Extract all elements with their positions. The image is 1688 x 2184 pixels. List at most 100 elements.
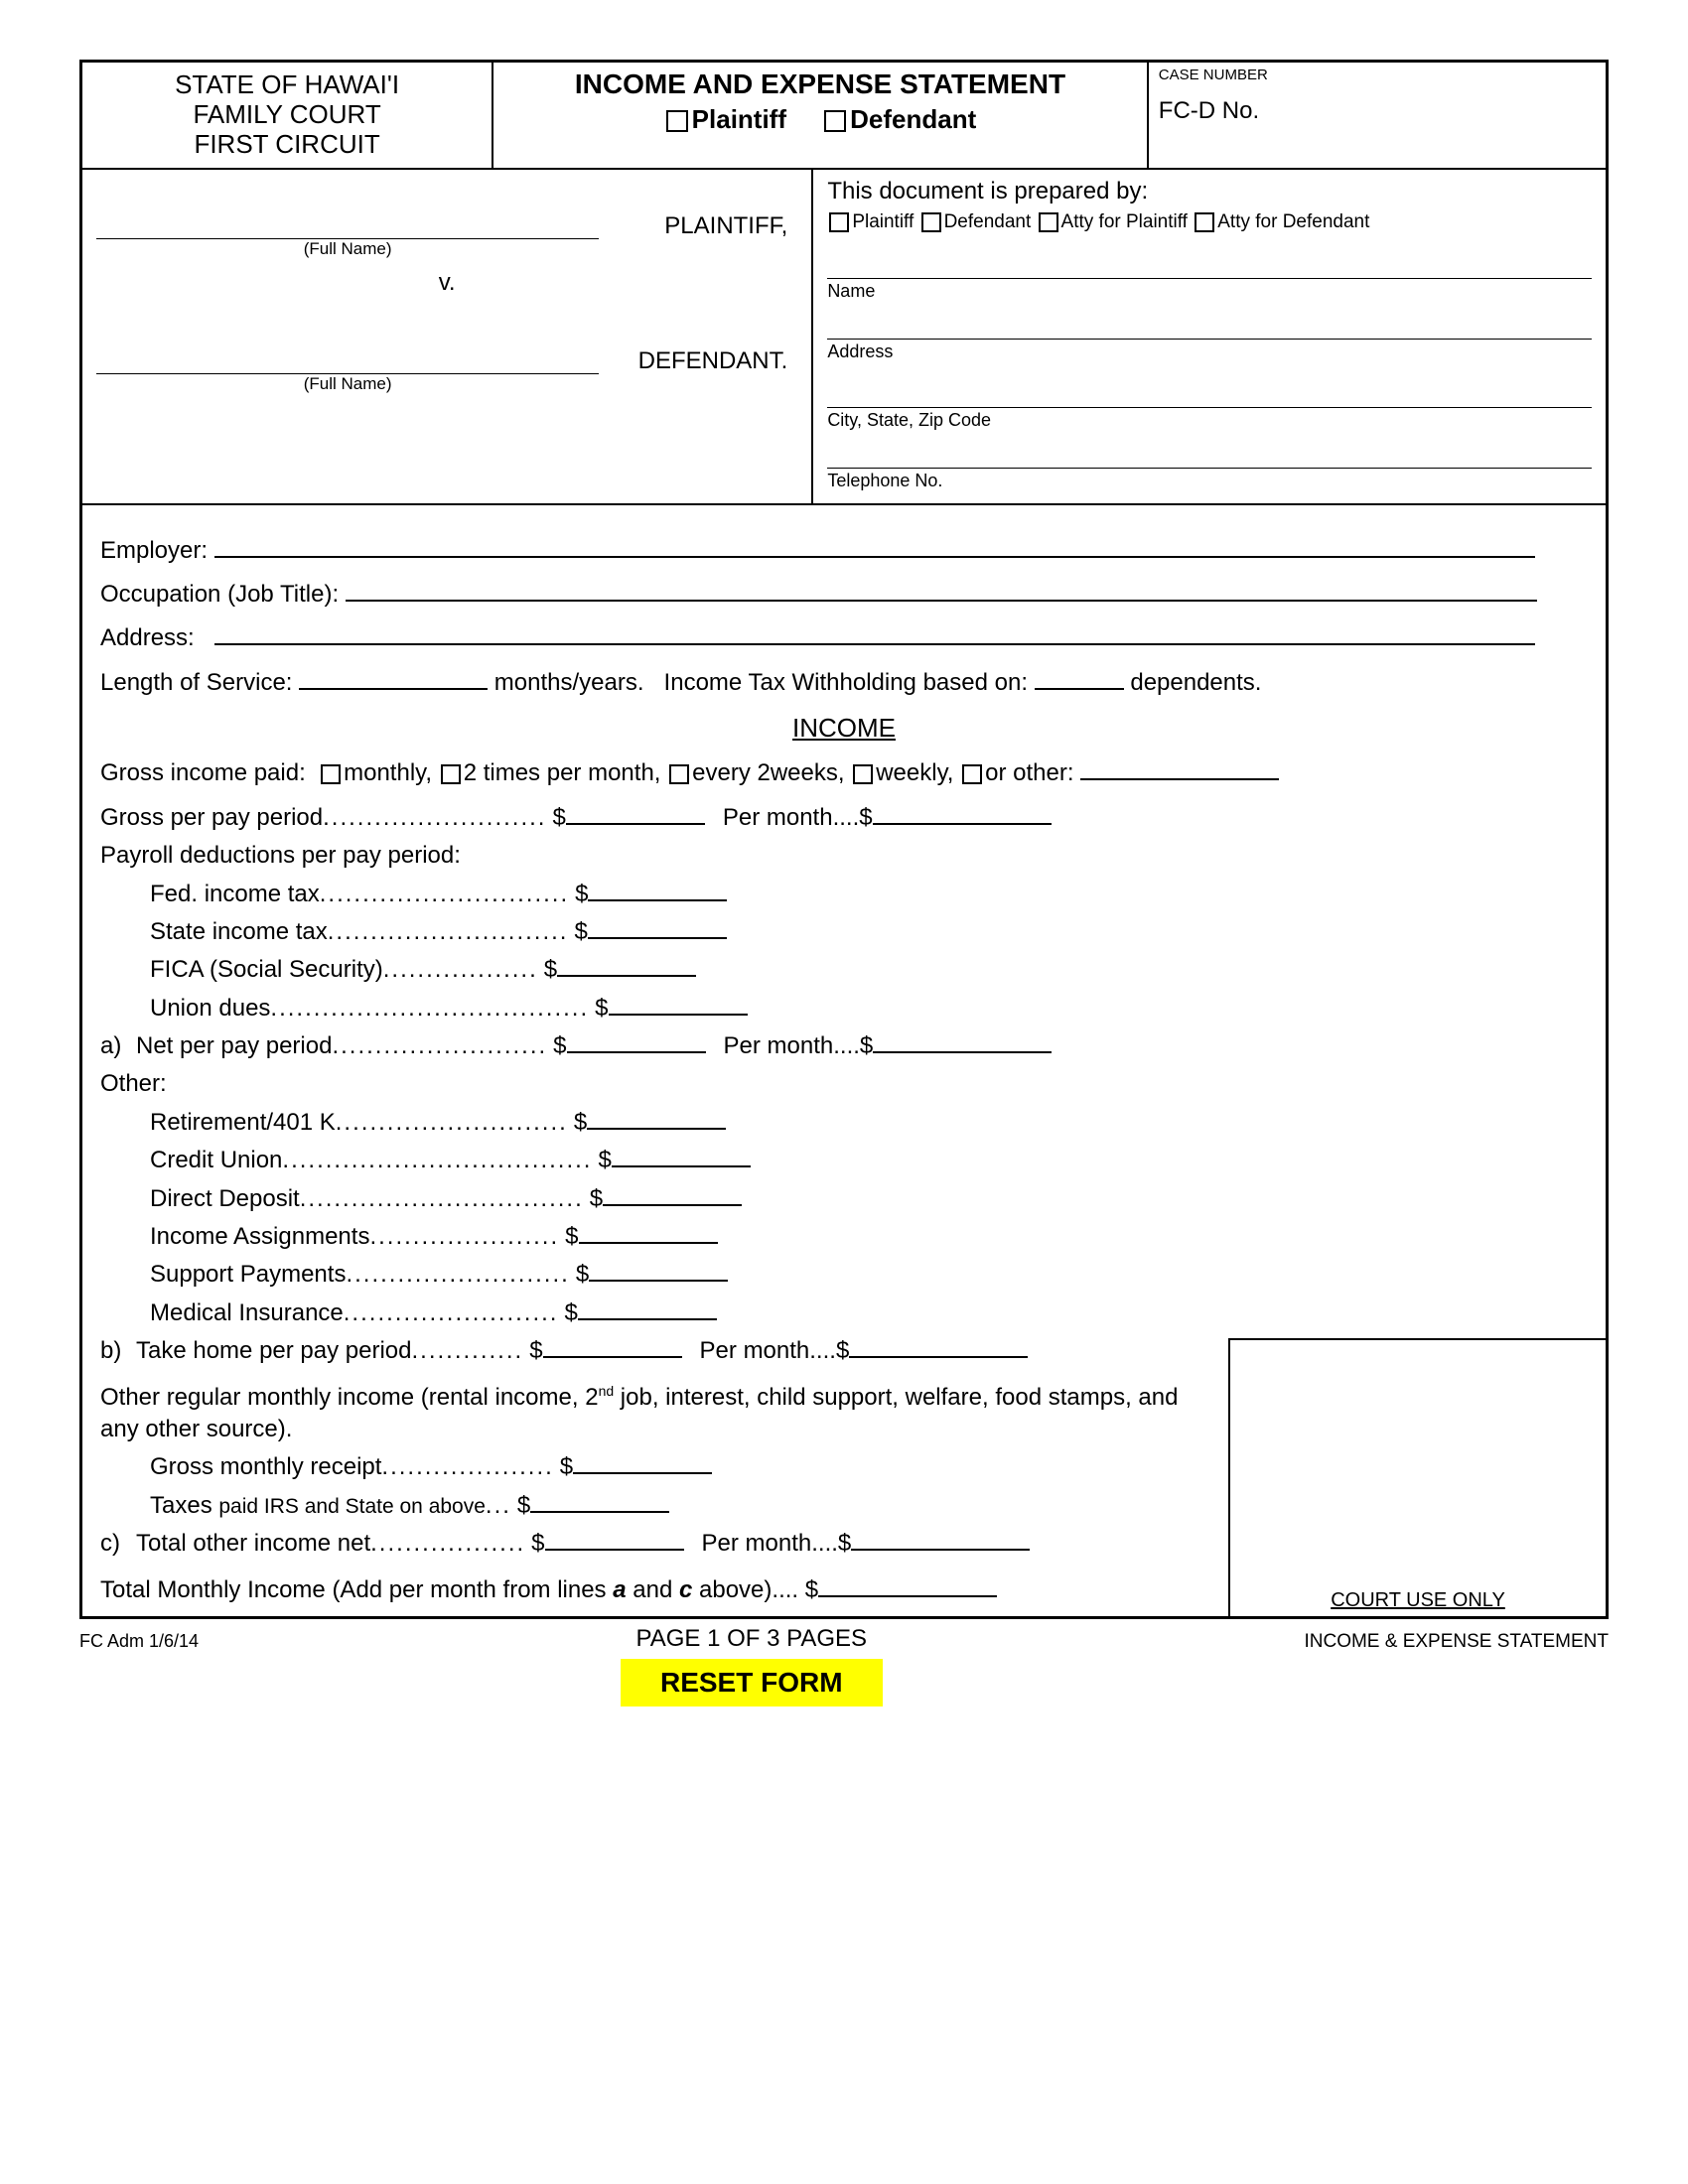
gross-paid-row: Gross income paid: monthly, 2 times per …	[100, 757, 1588, 789]
footer: FC Adm 1/6/14 PAGE 1 OF 3 PAGES RESET FO…	[79, 1625, 1609, 1706]
fed-tax-input[interactable]	[588, 882, 727, 901]
preparer-phone-input[interactable]	[827, 437, 1592, 469]
body-wrap: Employer: Occupation (Job Title): Addres…	[82, 505, 1606, 1616]
freq-monthly: monthly,	[344, 759, 432, 786]
gross-per-pay-input[interactable]	[566, 805, 705, 825]
case-number-label: CASE NUMBER	[1159, 67, 1596, 83]
employer-input[interactable]	[214, 556, 1535, 558]
retirement-input[interactable]	[587, 1110, 726, 1130]
union-input[interactable]	[609, 996, 748, 1016]
gross-receipt-input[interactable]	[573, 1454, 712, 1474]
reset-button[interactable]: RESET FORM	[621, 1659, 883, 1706]
income-assign-input[interactable]	[579, 1224, 718, 1244]
support-pay-input[interactable]	[589, 1262, 728, 1282]
gross-per-month-input[interactable]	[873, 805, 1052, 825]
address-row: Address:	[100, 622, 1588, 654]
total-other-input[interactable]	[545, 1531, 684, 1551]
freq-2xmonth-checkbox[interactable]	[441, 764, 461, 784]
payroll-ded-label: Payroll deductions per pay period:	[100, 840, 1588, 872]
form-title-block: INCOME AND EXPENSE STATEMENT Plaintiff D…	[493, 63, 1149, 168]
parties-left: (Full Name) PLAINTIFF, v. (Full Name) DE…	[82, 170, 813, 503]
freq-other-input[interactable]	[1080, 778, 1279, 780]
a-label: a)	[100, 1030, 136, 1062]
gross-per-pay-label: Gross per pay period	[100, 802, 323, 834]
court-use-box: COURT USE ONLY	[1228, 1338, 1606, 1616]
taxes-paid-label2: paid IRS and State on above	[218, 1495, 486, 1518]
plaintiff-checkbox[interactable]	[666, 110, 688, 132]
preparer-name-label: Name	[827, 281, 1592, 302]
state-tax-label: State income tax	[150, 916, 328, 948]
occupation-input[interactable]	[346, 600, 1537, 602]
form-id: FC Adm 1/6/14	[79, 1625, 199, 1652]
defendant-checkbox[interactable]	[824, 110, 846, 132]
dollar-sign: $	[552, 802, 565, 834]
net-per-month-input[interactable]	[873, 1033, 1052, 1053]
employer-row: Employer:	[100, 535, 1588, 567]
footer-mid: PAGE 1 OF 3 PAGES RESET FORM	[199, 1625, 1304, 1706]
address-label: Address:	[100, 624, 195, 651]
preparer-address-input[interactable]	[827, 308, 1592, 340]
take-home-month-input[interactable]	[849, 1338, 1028, 1358]
defendant-name-input[interactable]	[96, 327, 599, 374]
direct-deposit-input[interactable]	[603, 1186, 742, 1206]
income-heading: INCOME	[100, 711, 1588, 746]
preparer-csz-input[interactable]	[827, 376, 1592, 408]
fica-input[interactable]	[557, 957, 696, 977]
freq-other-checkbox[interactable]	[962, 764, 982, 784]
union-label: Union dues	[150, 993, 270, 1024]
state-tax-input[interactable]	[588, 919, 727, 939]
defendant-label: Defendant	[850, 104, 976, 134]
other-income-sup: nd	[599, 1383, 615, 1399]
prep-plaintiff-label: Plaintiff	[852, 211, 914, 232]
income-assign-label: Income Assignments	[150, 1221, 369, 1253]
versus-label: v.	[96, 269, 797, 297]
prep-plaintiff-checkbox[interactable]	[829, 212, 849, 232]
total-monthly-input[interactable]	[818, 1577, 997, 1597]
prep-atty-defendant-checkbox[interactable]	[1195, 212, 1214, 232]
total-other-month-input[interactable]	[851, 1531, 1030, 1551]
total-monthly-and: and	[627, 1576, 679, 1603]
taxes-paid-input[interactable]	[530, 1493, 669, 1513]
court-line1: STATE OF HAWAI'I	[86, 70, 488, 100]
defendant-fullname-label: (Full Name)	[96, 374, 599, 394]
c-label: c)	[100, 1528, 136, 1560]
per-month-label-c: Per month....	[702, 1528, 838, 1560]
income-assign-row: Income Assignments .....................…	[100, 1221, 1588, 1253]
form-title: INCOME AND EXPENSE STATEMENT	[497, 68, 1143, 100]
take-home-input[interactable]	[543, 1338, 682, 1358]
per-month-label: Per month....	[723, 802, 859, 834]
freq-monthly-checkbox[interactable]	[321, 764, 341, 784]
prep-atty-plaintiff-checkbox[interactable]	[1039, 212, 1058, 232]
defendant-role: DEFENDANT.	[599, 347, 797, 375]
plaintiff-name-row: (Full Name) PLAINTIFF,	[96, 180, 797, 259]
taxes-paid-label1: Taxes	[150, 1492, 218, 1519]
plaintiff-name-input[interactable]	[96, 180, 599, 239]
dependents-input[interactable]	[1035, 688, 1124, 690]
direct-deposit-label: Direct Deposit	[150, 1183, 300, 1215]
credit-union-label: Credit Union	[150, 1145, 282, 1176]
fcd-no: FC-D No.	[1159, 97, 1596, 125]
form-container: STATE OF HAWAI'I FAMILY COURT FIRST CIRC…	[79, 60, 1609, 1619]
preparer-name-input[interactable]	[827, 247, 1592, 279]
preparer-address-label: Address	[827, 341, 1592, 362]
prepared-by-options: Plaintiff Defendant Atty for Plaintiff A…	[827, 211, 1592, 233]
freq-weekly-checkbox[interactable]	[853, 764, 873, 784]
med-ins-input[interactable]	[578, 1300, 717, 1320]
prep-defendant-checkbox[interactable]	[921, 212, 941, 232]
per-month-label-a: Per month....	[724, 1030, 860, 1062]
los-label: Length of Service:	[100, 669, 292, 696]
page-number: PAGE 1 OF 3 PAGES	[199, 1625, 1304, 1653]
prep-atty-plaintiff-label: Atty for Plaintiff	[1061, 211, 1188, 232]
net-pay-row: a) Net per pay period ..................…	[100, 1030, 1588, 1062]
address-input[interactable]	[214, 643, 1535, 645]
employer-label: Employer:	[100, 537, 208, 564]
net-pay-input[interactable]	[567, 1033, 706, 1053]
other-label: Other:	[100, 1068, 1588, 1100]
freq-2weeks-checkbox[interactable]	[669, 764, 689, 784]
support-pay-row: Support Payments .......................…	[100, 1259, 1588, 1291]
total-monthly-c: c	[679, 1576, 692, 1603]
los-input[interactable]	[299, 688, 488, 690]
fica-label: FICA (Social Security)	[150, 954, 383, 986]
credit-union-input[interactable]	[612, 1148, 751, 1167]
los-unit: months/years.	[494, 669, 644, 696]
